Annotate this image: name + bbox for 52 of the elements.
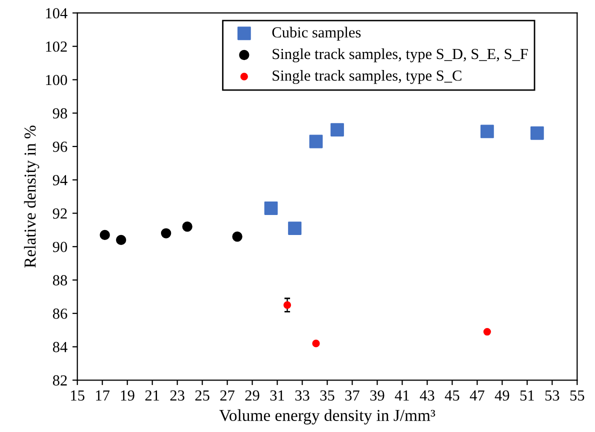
x-tick-label: 41	[394, 390, 409, 400]
point	[116, 234, 126, 246]
x-tick-label: 51	[520, 390, 534, 401]
x-tick-label: 33	[295, 390, 310, 401]
y-tick-label: 104	[46, 8, 68, 18]
x-tick-label: 27	[220, 390, 234, 400]
x-tick-label: 39	[370, 390, 384, 401]
x-tick-label: 47	[470, 390, 484, 400]
x-tick-label: 43	[420, 390, 434, 401]
y-tick-label: 98	[52, 108, 68, 119]
point	[182, 222, 192, 232]
point	[309, 134, 323, 148]
x-tick-label: 45	[444, 390, 460, 401]
x-tick-label: 55	[570, 390, 584, 401]
x-axis-title: Volume energy density in J/mm³	[219, 409, 436, 424]
point	[530, 126, 544, 140]
point	[312, 340, 320, 348]
x-tick-label: 49	[494, 390, 510, 401]
x-tick-label: 17	[96, 390, 110, 400]
x-tick-label: 31	[270, 390, 284, 401]
y-tick-label: 96	[52, 142, 68, 152]
y-tick-label: 102	[46, 41, 67, 52]
y-axis-title: Relative density in %	[24, 126, 40, 268]
x-tick-label: 19	[121, 390, 134, 401]
y-tick-label: 100	[46, 74, 68, 86]
y-tick-label: 92	[52, 208, 67, 219]
point	[100, 230, 110, 240]
x-tick-label: 15	[71, 390, 84, 401]
legend-label: Single track samples, type S_D, S_E, S_F	[272, 48, 528, 62]
y-tick-label: 88	[52, 275, 68, 286]
point	[232, 232, 242, 242]
y-tick-label: 82	[52, 375, 67, 386]
point	[480, 124, 494, 138]
x-tick-label: 29	[245, 390, 260, 401]
point	[288, 222, 302, 235]
point	[330, 123, 344, 137]
legend-label: Single track samples, type S_C	[272, 70, 462, 84]
y-tick-label: 84	[52, 342, 68, 352]
legend-label: Cubic samples	[272, 26, 361, 41]
x-tick-label: 21	[145, 390, 160, 400]
point	[483, 328, 491, 336]
y-tick-label: 94	[52, 175, 68, 186]
point	[160, 228, 172, 238]
x-tick-label: 23	[170, 390, 184, 401]
point	[283, 301, 292, 309]
y-tick-label: 86	[52, 308, 68, 319]
x-tick-label: 53	[545, 390, 560, 401]
x-tick-label: 25	[195, 390, 210, 401]
x-tick-label: 35	[320, 390, 334, 401]
point	[264, 202, 278, 215]
y-tick-label: 90	[52, 242, 68, 252]
x-tick-label: 37	[345, 390, 360, 401]
